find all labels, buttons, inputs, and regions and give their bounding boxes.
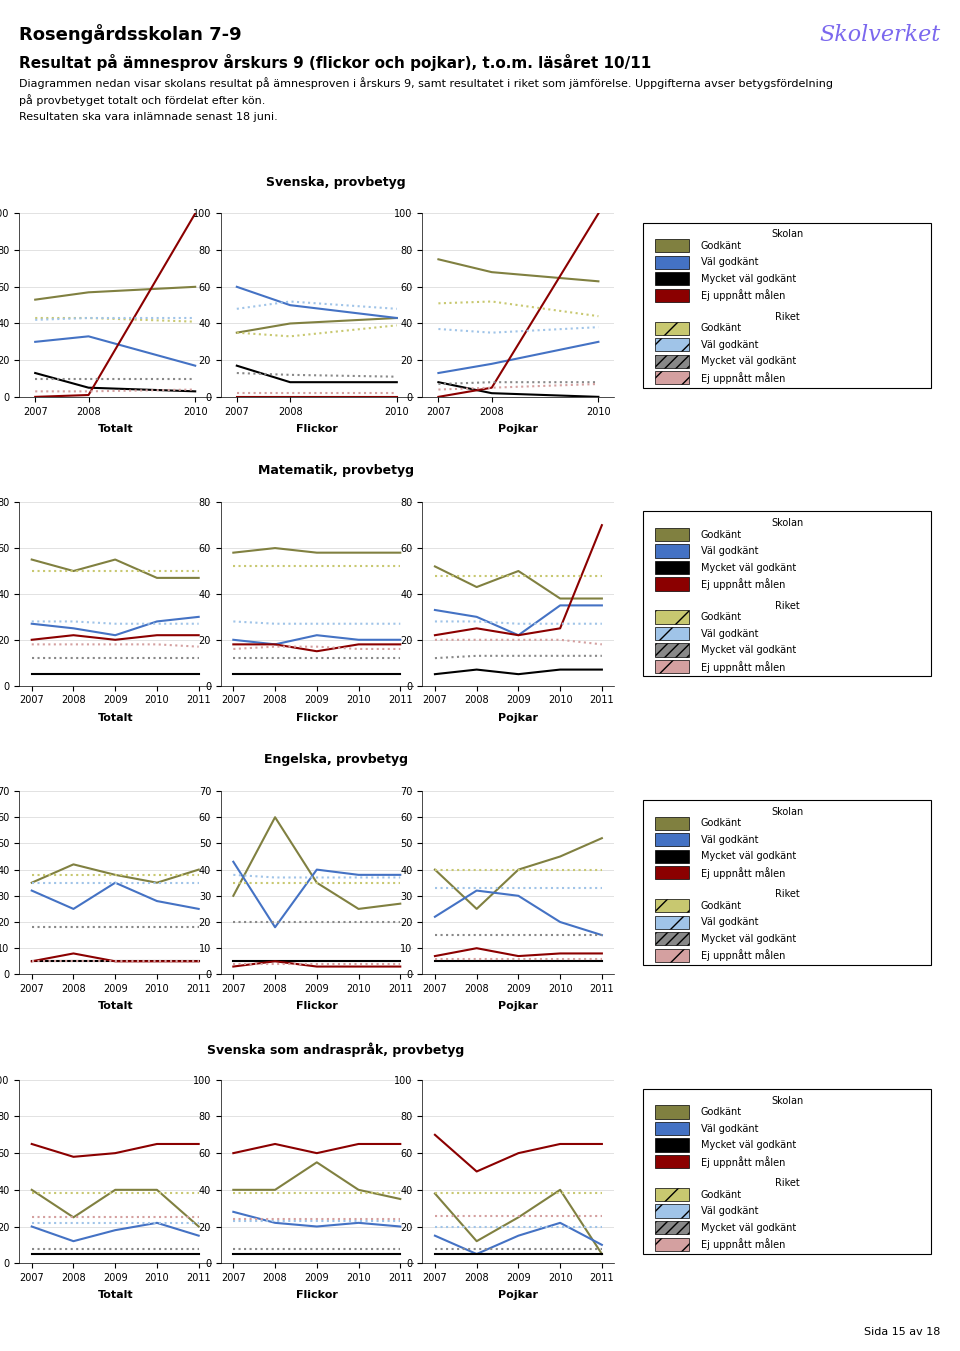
Text: Godkänt: Godkänt <box>701 612 742 621</box>
Text: Väl godkänt: Väl godkänt <box>701 835 758 844</box>
Bar <box>655 659 689 673</box>
Text: Svenska, provbetyg: Svenska, provbetyg <box>266 176 406 189</box>
Text: Skolan: Skolan <box>771 1096 804 1105</box>
Text: Rosengårdsskolan 7-9: Rosengårdsskolan 7-9 <box>19 24 242 45</box>
Bar <box>655 817 689 830</box>
Bar <box>655 528 689 542</box>
Text: Godkänt: Godkänt <box>701 530 742 539</box>
Bar <box>655 338 689 351</box>
Text: på provbetyget totalt och fördelat efter kön.: på provbetyget totalt och fördelat efter… <box>19 95 266 107</box>
Text: Riket: Riket <box>775 601 800 611</box>
Text: Svenska som andraspråk, provbetyg: Svenska som andraspråk, provbetyg <box>207 1042 465 1056</box>
Bar <box>655 1238 689 1251</box>
Text: Diagrammen nedan visar skolans resultat på ämnesproven i årskurs 9, samt resulta: Diagrammen nedan visar skolans resultat … <box>19 77 833 89</box>
Text: Totalt: Totalt <box>97 424 133 434</box>
Text: Totalt: Totalt <box>97 713 133 723</box>
Text: Väl godkänt: Väl godkänt <box>701 546 758 557</box>
Text: Skolverket: Skolverket <box>820 24 941 46</box>
Text: Mycket väl godkänt: Mycket väl godkänt <box>701 644 796 655</box>
Text: Riket: Riket <box>775 312 800 322</box>
Text: Flickor: Flickor <box>296 1001 338 1012</box>
Text: Matematik, provbetyg: Matematik, provbetyg <box>258 465 414 477</box>
Bar <box>655 355 689 367</box>
Bar <box>655 272 689 285</box>
Text: Flickor: Flickor <box>296 424 338 434</box>
Bar <box>655 643 689 657</box>
Text: Godkänt: Godkänt <box>701 323 742 334</box>
Bar <box>655 1221 689 1235</box>
Text: Godkänt: Godkänt <box>701 1190 742 1200</box>
Bar <box>655 255 689 269</box>
Text: Flickor: Flickor <box>296 713 338 723</box>
Text: Ej uppnått målen: Ej uppnått målen <box>701 950 785 962</box>
Text: Flickor: Flickor <box>296 1290 338 1300</box>
FancyBboxPatch shape <box>643 223 931 388</box>
Text: Pojkar: Pojkar <box>498 1290 539 1300</box>
Bar <box>655 834 689 846</box>
Text: Ej uppnått målen: Ej uppnått målen <box>701 1238 785 1250</box>
Text: Ej uppnått målen: Ej uppnått målen <box>701 289 785 301</box>
FancyBboxPatch shape <box>643 800 931 965</box>
Text: Skolan: Skolan <box>771 517 804 528</box>
Bar <box>655 932 689 946</box>
Text: Engelska, provbetyg: Engelska, provbetyg <box>264 754 408 766</box>
Bar <box>655 1139 689 1151</box>
Bar <box>655 1121 689 1135</box>
FancyBboxPatch shape <box>643 1089 931 1254</box>
Text: Mycket väl godkänt: Mycket väl godkänt <box>701 562 796 573</box>
Text: Godkänt: Godkänt <box>701 240 742 251</box>
Text: Väl godkänt: Väl godkänt <box>701 1206 758 1216</box>
Text: Resultat på ämnesprov årskurs 9 (flickor och pojkar), t.o.m. läsåret 10/11: Resultat på ämnesprov årskurs 9 (flickor… <box>19 54 652 72</box>
Text: Godkänt: Godkänt <box>701 1106 742 1117</box>
Bar <box>655 372 689 385</box>
Text: Ej uppnått målen: Ej uppnått målen <box>701 661 785 673</box>
Text: Sida 15 av 18: Sida 15 av 18 <box>864 1328 941 1337</box>
Text: Mycket väl godkänt: Mycket väl godkänt <box>701 851 796 862</box>
Bar <box>655 611 689 624</box>
Bar <box>655 916 689 929</box>
Bar <box>655 289 689 301</box>
Text: Pojkar: Pojkar <box>498 1001 539 1012</box>
Text: Väl godkänt: Väl godkänt <box>701 917 758 927</box>
Bar <box>655 1188 689 1201</box>
Bar <box>655 239 689 253</box>
Text: Godkänt: Godkänt <box>701 901 742 911</box>
Text: Mycket väl godkänt: Mycket väl godkänt <box>701 1223 796 1232</box>
Bar <box>655 866 689 880</box>
Text: Väl godkänt: Väl godkänt <box>701 257 758 267</box>
Text: Totalt: Totalt <box>97 1290 133 1300</box>
Text: Godkänt: Godkänt <box>701 819 742 828</box>
Text: Ej uppnått målen: Ej uppnått målen <box>701 578 785 590</box>
Text: Mycket väl godkänt: Mycket väl godkänt <box>701 357 796 366</box>
Bar <box>655 1105 689 1119</box>
Text: Ej uppnått målen: Ej uppnått målen <box>701 1155 785 1167</box>
Text: Mycket väl godkänt: Mycket väl godkänt <box>701 274 796 284</box>
Bar <box>655 850 689 863</box>
Text: Riket: Riket <box>775 889 800 900</box>
Text: Pojkar: Pojkar <box>498 424 539 434</box>
Bar <box>655 1205 689 1217</box>
Text: Mycket väl godkänt: Mycket väl godkänt <box>701 934 796 944</box>
Text: Riket: Riket <box>775 1178 800 1188</box>
Text: Väl godkänt: Väl godkänt <box>701 628 758 639</box>
Text: Skolan: Skolan <box>771 230 804 239</box>
Bar <box>655 1155 689 1169</box>
Text: Mycket väl godkänt: Mycket väl godkänt <box>701 1140 796 1150</box>
Text: Väl godkänt: Väl godkänt <box>701 339 758 350</box>
Bar <box>655 561 689 574</box>
Bar <box>655 900 689 912</box>
Bar <box>655 948 689 962</box>
Text: Ej uppnått målen: Ej uppnått målen <box>701 867 785 878</box>
Bar <box>655 322 689 335</box>
Text: Resultaten ska vara inlämnade senast 18 juni.: Resultaten ska vara inlämnade senast 18 … <box>19 112 278 122</box>
Text: Skolan: Skolan <box>771 807 804 817</box>
Bar <box>655 627 689 640</box>
Text: Väl godkänt: Väl godkänt <box>701 1124 758 1133</box>
Text: Pojkar: Pojkar <box>498 713 539 723</box>
FancyBboxPatch shape <box>643 512 931 677</box>
Bar <box>655 577 689 590</box>
Text: Totalt: Totalt <box>97 1001 133 1012</box>
Bar <box>655 544 689 558</box>
Text: Ej uppnått målen: Ej uppnått målen <box>701 372 785 384</box>
